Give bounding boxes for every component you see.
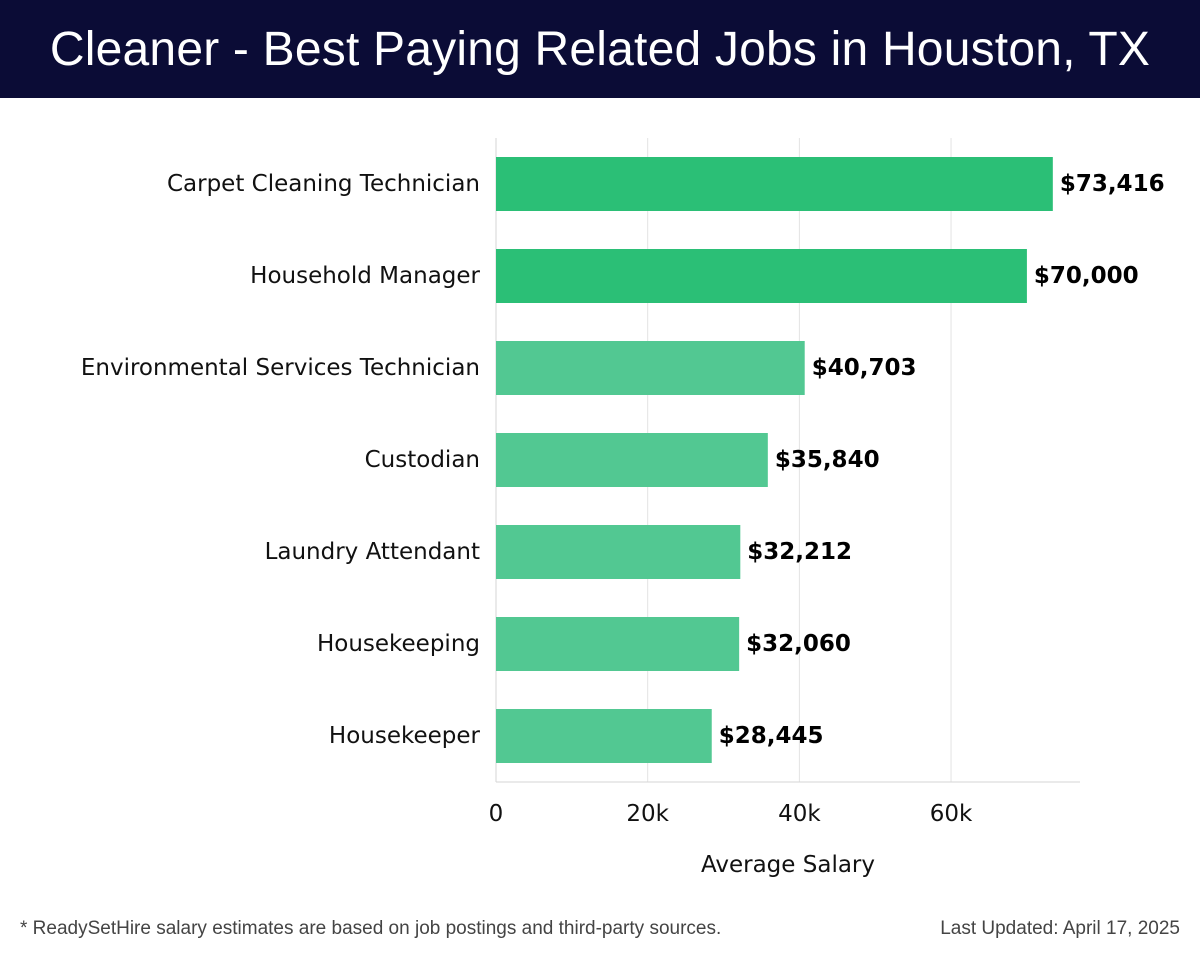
x-tick-label-60k: 60k	[930, 801, 973, 827]
bar-4	[496, 433, 768, 487]
x-axis-label: Average Salary	[701, 852, 875, 878]
value-label-3: $40,703	[812, 355, 917, 381]
category-label-5: Laundry Attendant	[265, 539, 480, 565]
category-label-2: Household Manager	[250, 263, 480, 289]
value-label-6: $32,060	[746, 631, 851, 657]
bar-6	[496, 617, 740, 671]
value-label-5: $32,212	[747, 539, 852, 565]
category-label-3: Environmental Services Technician	[81, 355, 480, 381]
footer-note: * ReadySetHire salary estimates are base…	[20, 918, 722, 939]
value-label-4: $35,840	[775, 447, 880, 473]
last-updated: Last Updated: April 17, 2025	[940, 918, 1180, 939]
bar-2	[496, 249, 1027, 303]
category-label-6: Housekeeping	[317, 631, 480, 657]
bar-7	[496, 709, 712, 763]
category-label-4: Custodian	[365, 447, 480, 473]
x-tick-label-20k: 20k	[626, 801, 669, 827]
bar-3	[496, 341, 805, 395]
x-tick-label-40k: 40k	[778, 801, 821, 827]
chart-title: Cleaner - Best Paying Related Jobs in Ho…	[49, 22, 1151, 76]
value-label-1: $73,416	[1060, 171, 1165, 197]
bar-5	[496, 525, 741, 579]
bar-1	[496, 157, 1053, 211]
value-label-2: $70,000	[1034, 263, 1139, 289]
category-label-7: Housekeeper	[329, 723, 481, 749]
x-tick-label-0: 0	[489, 801, 504, 827]
chart-header: Cleaner - Best Paying Related Jobs in Ho…	[0, 0, 1200, 98]
category-label-1: Carpet Cleaning Technician	[167, 171, 480, 197]
value-label-7: $28,445	[719, 723, 824, 749]
